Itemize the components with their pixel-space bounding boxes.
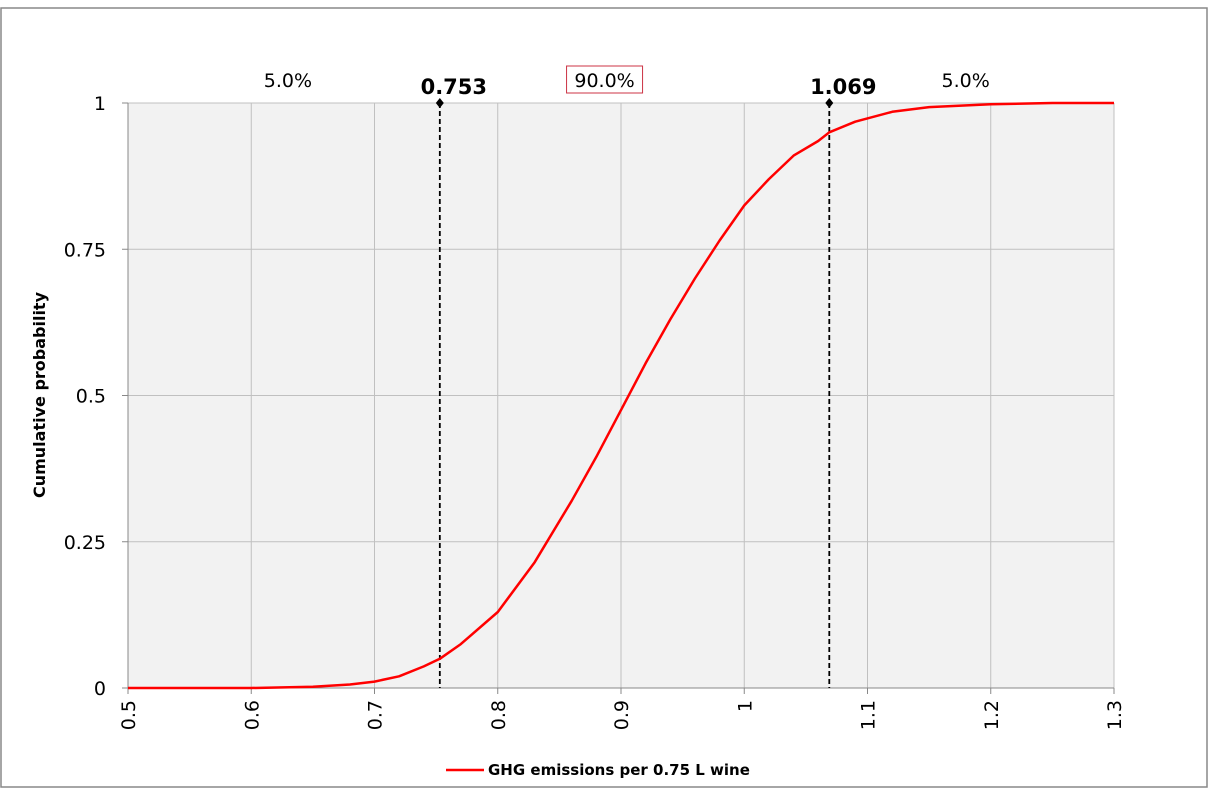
percentile-markers: 0.753 1.069 [421,75,877,688]
series [127,101,1115,690]
y-tick-labels: 0 0.25 0.5 0.75 1 [64,93,106,700]
x-tick-label: 1.1 [858,700,880,730]
x-tick-label: 0.5 [118,700,140,730]
x-tick-label: 1 [734,700,756,712]
y-tick-label: 0.25 [64,532,106,554]
region-label: 90.0% [574,70,634,92]
x-tick-label: 1.2 [981,700,1003,730]
x-tick-labels: 0.5 0.6 0.7 0.8 0.9 1 1.1 1.2 1.3 [118,700,1126,730]
y-axis-title: Cumulative probability [30,291,49,498]
percentile-label: 1.069 [810,75,876,99]
region-label: 5.0% [264,70,312,92]
x-tick-label: 1.3 [1104,700,1126,730]
region-label: 5.0% [942,70,990,92]
legend: GHG emissions per 0.75 L wine [446,761,750,779]
y-tick-label: 0.5 [76,386,106,408]
percentile-diamond [825,98,834,108]
x-tick-label: 0.9 [611,700,633,730]
cdf-curve [128,101,1114,690]
region-label-box [566,65,644,94]
percentile-diamond [435,98,444,108]
y-tick-label: 0.75 [64,239,106,261]
x-tick-label: 0.7 [365,700,387,730]
x-tick-label: 0.8 [488,700,510,730]
percentile-label: 0.753 [421,75,487,99]
x-tick-label: 0.6 [241,700,263,730]
region-labels: 5.0% 90.0% 5.0% [264,65,990,94]
y-tick-label: 1 [94,93,106,115]
y-tick-label: 0 [94,678,106,700]
legend-label: GHG emissions per 0.75 L wine [488,761,750,779]
